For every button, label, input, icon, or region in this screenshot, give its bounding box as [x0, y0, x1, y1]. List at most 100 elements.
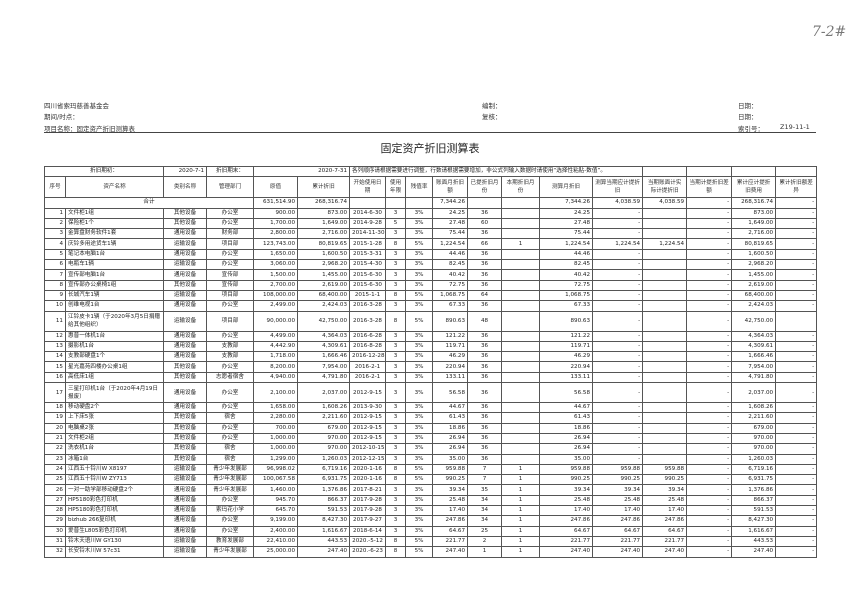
- cell: 2016-8-28: [349, 340, 387, 353]
- table-row: 29 bizhub 266复印机 通用设备 办公室 9,199.00 8,427.30 20…: [44, 515, 818, 527]
- period-label: 期间/时点：: [44, 113, 79, 121]
- cell: [501, 402, 541, 414]
- cell: 36: [467, 207, 503, 219]
- cell: 46.29: [539, 351, 594, 363]
- cell: 2020-1-16: [349, 463, 387, 476]
- date-label: 日期：: [738, 102, 758, 110]
- cell: 3%: [405, 259, 434, 271]
- cell: 40.42: [539, 269, 594, 281]
- cell: 摄影机1台: [64, 340, 165, 353]
- cell: 教育发展部: [206, 535, 255, 548]
- cell: 办公室: [206, 330, 255, 342]
- cell: 3: [385, 300, 407, 312]
- cell: 1,608.26: [731, 402, 777, 414]
- cell: 56.58: [432, 382, 469, 404]
- cell: 6,931.75: [297, 474, 351, 486]
- date-label: 日期：: [738, 113, 758, 121]
- cell: 32: [44, 546, 66, 558]
- cell: -: [775, 535, 818, 548]
- cell: 4: [44, 238, 66, 250]
- cell: 61.43: [539, 412, 594, 424]
- cell: 121.22: [432, 330, 469, 342]
- cell: 长安铃木川W 57c31: [64, 546, 165, 558]
- cell: [501, 422, 541, 434]
- cell: 1,224.54: [539, 238, 594, 250]
- cell: 247.40: [432, 546, 469, 558]
- cell: [501, 412, 541, 424]
- cell: 其他设备: [163, 279, 208, 291]
- cell: 35.00: [539, 453, 594, 465]
- cell: 17.40: [432, 505, 469, 517]
- cell: 8: [385, 535, 407, 548]
- cell: 4,791.80: [297, 371, 351, 384]
- cell: 1,000.00: [253, 443, 299, 455]
- cell: 1,649.00: [731, 217, 777, 230]
- cell: 2012-12-15: [349, 453, 387, 465]
- cell: 44.46: [432, 248, 469, 261]
- cell: 247.86: [642, 515, 688, 527]
- column-header: 账面月折旧额: [432, 176, 469, 199]
- cell: -: [686, 525, 733, 537]
- cell: 22: [44, 443, 66, 455]
- cell: 办公室: [206, 432, 255, 445]
- cell: 10: [44, 300, 66, 312]
- cell: 2,619.00: [731, 279, 777, 291]
- cell: 1: [501, 494, 541, 507]
- cell: [642, 330, 688, 342]
- cell: 上下床5张: [64, 412, 165, 424]
- cell: 1,260.03: [297, 453, 351, 465]
- cell: 247.86: [539, 515, 594, 527]
- table-row: 31 铃木天语川W GY130 运输设备 教育发展部 22,410.00 443.53 20…: [44, 535, 818, 548]
- cell: 64.67: [592, 525, 644, 537]
- cell: -: [775, 474, 818, 486]
- cell: 2,700.00: [253, 279, 299, 291]
- depreciation-table: 折旧期初： 2020-7-1 折旧期末： 2020-7-31 各列顺序请根据需要…: [43, 165, 818, 558]
- cell: 笔记本电脑1台: [64, 248, 165, 261]
- cell: -: [775, 402, 818, 414]
- cell: 2015-4-30: [349, 259, 387, 271]
- total-calc-period: 4,038.59: [592, 197, 644, 209]
- cell: 支教部: [206, 351, 255, 363]
- cell: -: [686, 484, 733, 496]
- cell: -: [592, 443, 644, 455]
- cell: 通用设备: [163, 484, 208, 496]
- cell: 28: [44, 505, 66, 517]
- total-book-monthly: 7,344.26: [432, 197, 469, 209]
- cell: 959.88: [642, 463, 688, 476]
- cell: 36: [467, 382, 503, 404]
- cell: 青少年发展部: [206, 474, 255, 486]
- cell: 1: [501, 484, 541, 496]
- cell: 13: [44, 340, 66, 353]
- cell: 1,000.00: [253, 432, 299, 445]
- cell: 3%: [405, 279, 434, 291]
- cell: 17.40: [539, 505, 594, 517]
- cell: 1,500.00: [253, 269, 299, 281]
- period-end-label: 折旧期末：: [206, 165, 255, 178]
- cell: 宣传部: [206, 279, 255, 291]
- cell: 1,658.00: [253, 402, 299, 414]
- table-row: 32 长安铃木川W 57c31 运输设备 青少年发展部 25,000.00 247.40 2…: [44, 546, 818, 558]
- cell: 18.86: [432, 422, 469, 434]
- cell: -: [775, 515, 818, 527]
- table-row: 22 洗衣机1台 其他设备 宿舍 1,000.00 970.00 2012-10-15 3 3%…: [44, 443, 818, 455]
- cell: [501, 248, 541, 261]
- cell: 26: [44, 484, 66, 496]
- cell: 1,224.54: [432, 238, 469, 250]
- table-row: 28 HP5180彩色打印机 通用设备 索玛花小学 645.70 591.53 2017-9…: [44, 505, 818, 517]
- cell: 运输设备: [163, 259, 208, 271]
- cell: -: [686, 330, 733, 342]
- cell: 1,299.00: [253, 453, 299, 465]
- cell: 3%: [405, 340, 434, 353]
- cell: -: [775, 269, 818, 281]
- table-row: 10 创维电视1台 通用设备 办公室 2,499.00 2,424.03 2016-3-28…: [44, 300, 818, 312]
- cell: -: [686, 546, 733, 558]
- cell: 36: [467, 371, 503, 384]
- cell: 项目部: [206, 310, 255, 332]
- cell: 866.37: [731, 494, 777, 507]
- cell: [501, 351, 541, 363]
- cell: 2017-8-21: [349, 484, 387, 496]
- cell: 36: [467, 279, 503, 291]
- cell: 办公室: [206, 402, 255, 414]
- cell: -: [686, 474, 733, 486]
- cell: 通用设备: [163, 269, 208, 281]
